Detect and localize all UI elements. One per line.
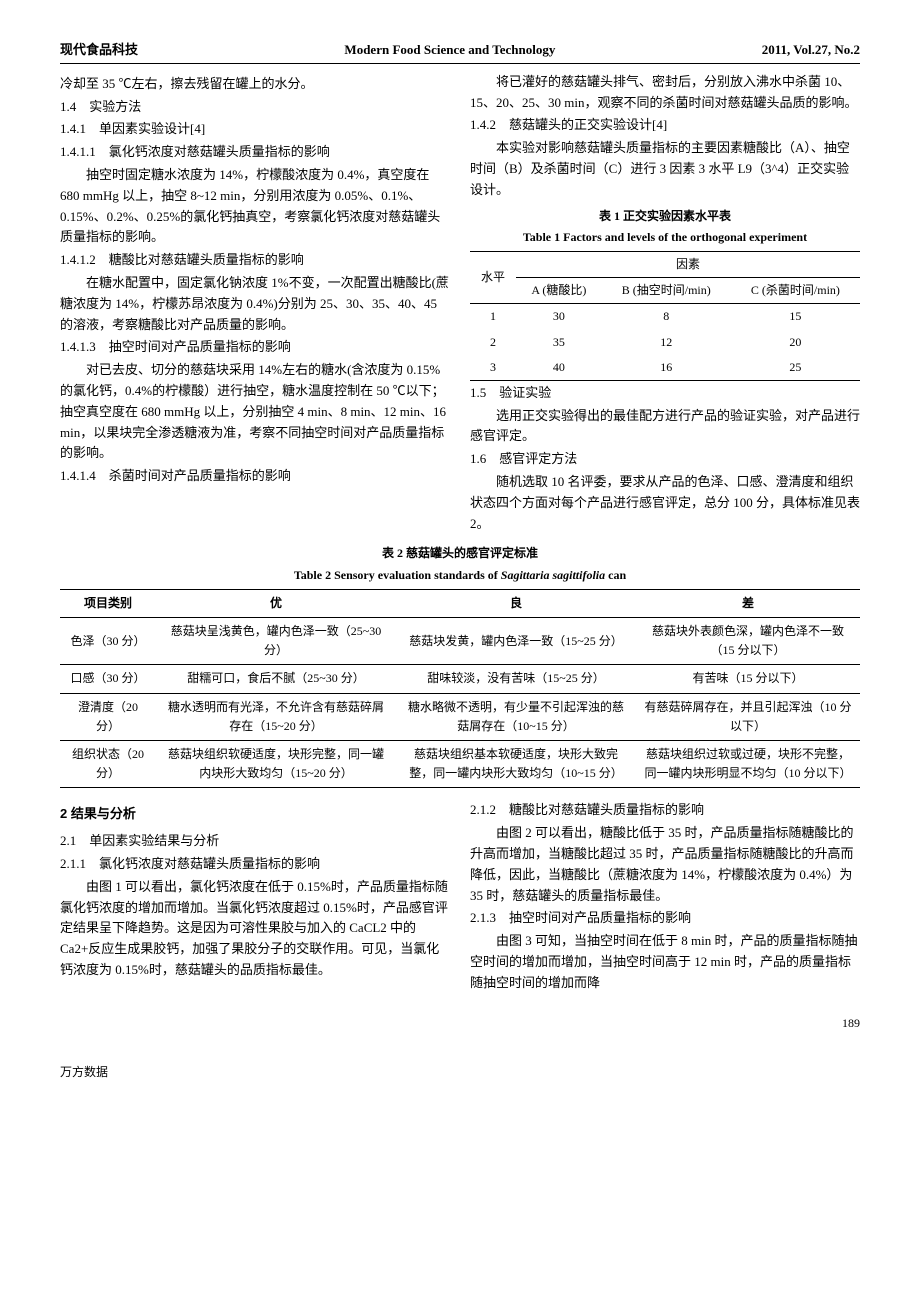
table1-header-group: 因素 [516, 251, 860, 277]
table1-cell: 8 [602, 304, 731, 330]
table1-cell: 12 [602, 330, 731, 355]
para-1-5: 选用正交实验得出的最佳配方进行产品的验证实验，对产品进行感官评定。 [470, 406, 860, 448]
para-1-6: 随机选取 10 名评委，要求从产品的色泽、口感、澄清度和组织状态四个方面对每个产… [470, 472, 860, 534]
heading-1-4-1-3: 1.4.1.3 抽空时间对产品质量指标的影响 [60, 337, 450, 358]
table1-cell: 20 [731, 330, 860, 355]
heading-2-1-1: 2.1.1 氯化钙浓度对慈菇罐头质量指标的影响 [60, 854, 450, 875]
table2-h1: 优 [156, 589, 396, 617]
table2-cat: 口感（30 分） [60, 665, 156, 693]
page-number: 189 [60, 1014, 860, 1033]
table2-cat: 色泽（30 分） [60, 618, 156, 665]
table2-title-cn: 表 2 慈菇罐头的感官评定标准 [60, 544, 860, 563]
table2-cat: 组织状态（20 分） [60, 740, 156, 787]
para-2-1-1: 由图 1 可以看出，氯化钙浓度在低于 0.15%时，产品质量指标随氯化钙浓度的增… [60, 877, 450, 981]
table1-col-a: A (糖酸比) [516, 278, 602, 304]
table2-title-en-ital: Sagittaria sagittifolia [501, 568, 605, 582]
heading-2: 2 结果与分析 [60, 804, 450, 825]
header-right: 2011, Vol.27, No.2 [762, 40, 860, 61]
footer-note: 万方数据 [60, 1063, 860, 1082]
table2-cell: 慈菇块组织基本软硬适度，块形大致完整，同一罐内块形大致均匀（10~15 分） [396, 740, 636, 787]
table1-cell: 16 [602, 355, 731, 381]
table2-cell: 慈菇块组织过软或过硬，块形不完整，同一罐内块形明显不均匀（10 分以下） [636, 740, 860, 787]
para-sterilize: 将已灌好的慈菇罐头排气、密封后，分别放入沸水中杀菌 10、15、20、25、30… [470, 72, 860, 114]
table2-cell: 有慈菇碎屑存在，并且引起浑浊（10 分以下） [636, 693, 860, 740]
lower-right-column: 2.1.2 糖酸比对慈菇罐头质量指标的影响 由图 2 可以看出，糖酸比低于 35… [470, 798, 860, 993]
heading-2-1-3: 2.1.3 抽空时间对产品质量指标的影响 [470, 908, 860, 929]
heading-2-1-2: 2.1.2 糖酸比对慈菇罐头质量指标的影响 [470, 800, 860, 821]
table1-cell: 25 [731, 355, 860, 381]
table1-col-level: 水平 [470, 251, 516, 303]
table1-cell: 30 [516, 304, 602, 330]
page-header: 现代食品科技 Modern Food Science and Technolog… [60, 40, 860, 64]
para-1-4-1-3: 对已去皮、切分的慈菇块采用 14%左右的糖水(含浓度为 0.15%的氯化钙，0.… [60, 360, 450, 464]
table1-col-b: B (抽空时间/min) [602, 278, 731, 304]
table2-h3: 差 [636, 589, 860, 617]
table1-cell: 3 [470, 355, 516, 381]
header-left: 现代食品科技 [60, 40, 138, 61]
upper-columns: 冷却至 35 ℃左右，擦去残留在罐上的水分。 1.4 实验方法 1.4.1 单因… [60, 72, 860, 535]
table2-cell: 甜味较淡，没有苦味（15~25 分） [396, 665, 636, 693]
table1-title-cn: 表 1 正交实验因素水平表 [470, 207, 860, 226]
heading-1-4-1: 1.4.1 单因素实验设计[4] [60, 119, 450, 140]
table2-cell: 慈菇块发黄，罐内色泽一致（15~25 分） [396, 618, 636, 665]
heading-1-4: 1.4 实验方法 [60, 97, 450, 118]
para-2-1-2: 由图 2 可以看出，糖酸比低于 35 时，产品质量指标随糖酸比的升高而增加，当糖… [470, 823, 860, 906]
heading-1-5: 1.5 验证实验 [470, 383, 860, 404]
heading-2-1: 2.1 单因素实验结果与分析 [60, 831, 450, 852]
table2-cell: 甜糯可口，食后不腻（25~30 分） [156, 665, 396, 693]
left-column: 冷却至 35 ℃左右，擦去残留在罐上的水分。 1.4 实验方法 1.4.1 单因… [60, 72, 450, 535]
para-1-4-1-1: 抽空时固定糖水浓度为 14%，柠檬酸浓度为 0.4%，真空度在 680 mmHg… [60, 165, 450, 248]
table1-cell: 40 [516, 355, 602, 381]
table2-cell: 糖水略微不透明，有少量不引起浑浊的慈菇屑存在（10~15 分） [396, 693, 636, 740]
table1-cell: 1 [470, 304, 516, 330]
heading-1-6: 1.6 感官评定方法 [470, 449, 860, 470]
table1-cell: 15 [731, 304, 860, 330]
heading-1-4-1-4: 1.4.1.4 杀菌时间对产品质量指标的影响 [60, 466, 450, 487]
heading-1-4-1-2: 1.4.1.2 糖酸比对慈菇罐头质量指标的影响 [60, 250, 450, 271]
table1-title-en: Table 1 Factors and levels of the orthog… [470, 228, 860, 247]
table2-h0: 项目类别 [60, 589, 156, 617]
heading-1-4-2: 1.4.2 慈菇罐头的正交实验设计[4] [470, 115, 860, 136]
header-center: Modern Food Science and Technology [344, 40, 555, 61]
table2-title-en-post: can [605, 568, 626, 582]
table2-cell: 糖水透明而有光泽，不允许含有慈菇碎屑存在（15~20 分） [156, 693, 396, 740]
lower-columns: 2 结果与分析 2.1 单因素实验结果与分析 2.1.1 氯化钙浓度对慈菇罐头质… [60, 798, 860, 993]
table1-cell: 2 [470, 330, 516, 355]
para-1-4-2: 本实验对影响慈菇罐头质量指标的主要因素糖酸比（A）、抽空时间（B）及杀菌时间（C… [470, 138, 860, 200]
table2-cell: 慈菇块外表颜色深，罐内色泽不一致（15 分以下） [636, 618, 860, 665]
para-2-1-3: 由图 3 可知，当抽空时间在低于 8 min 时，产品的质量指标随抽空时间的增加… [470, 931, 860, 993]
table2-cell: 有苦味（15 分以下） [636, 665, 860, 693]
lower-left-column: 2 结果与分析 2.1 单因素实验结果与分析 2.1.1 氯化钙浓度对慈菇罐头质… [60, 798, 450, 993]
para-cooling: 冷却至 35 ℃左右，擦去残留在罐上的水分。 [60, 74, 450, 95]
table2-section: 表 2 慈菇罐头的感官评定标准 Table 2 Sensory evaluati… [60, 544, 860, 788]
right-column: 将已灌好的慈菇罐头排气、密封后，分别放入沸水中杀菌 10、15、20、25、30… [470, 72, 860, 535]
table2-title-en: Table 2 Sensory evaluation standards of … [60, 566, 860, 585]
table2-cell: 慈菇块呈浅黄色，罐内色泽一致（25~30 分） [156, 618, 396, 665]
heading-1-4-1-1: 1.4.1.1 氯化钙浓度对慈菇罐头质量指标的影响 [60, 142, 450, 163]
table2-cell: 慈菇块组织软硬适度，块形完整，同一罐内块形大致均匀（15~20 分） [156, 740, 396, 787]
table1-cell: 35 [516, 330, 602, 355]
table1-col-c: C (杀菌时间/min) [731, 278, 860, 304]
table2: 项目类别 优 良 差 色泽（30 分） 慈菇块呈浅黄色，罐内色泽一致（25~30… [60, 589, 860, 789]
table2-cat: 澄清度（20 分） [60, 693, 156, 740]
table2-h2: 良 [396, 589, 636, 617]
table1: 水平 因素 A (糖酸比) B (抽空时间/min) C (杀菌时间/min) … [470, 251, 860, 381]
para-1-4-1-2: 在糖水配置中，固定氯化钠浓度 1%不变，一次配置出糖酸比(蔗糖浓度为 14%，柠… [60, 273, 450, 335]
table2-title-en-pre: Table 2 Sensory evaluation standards of [294, 568, 501, 582]
